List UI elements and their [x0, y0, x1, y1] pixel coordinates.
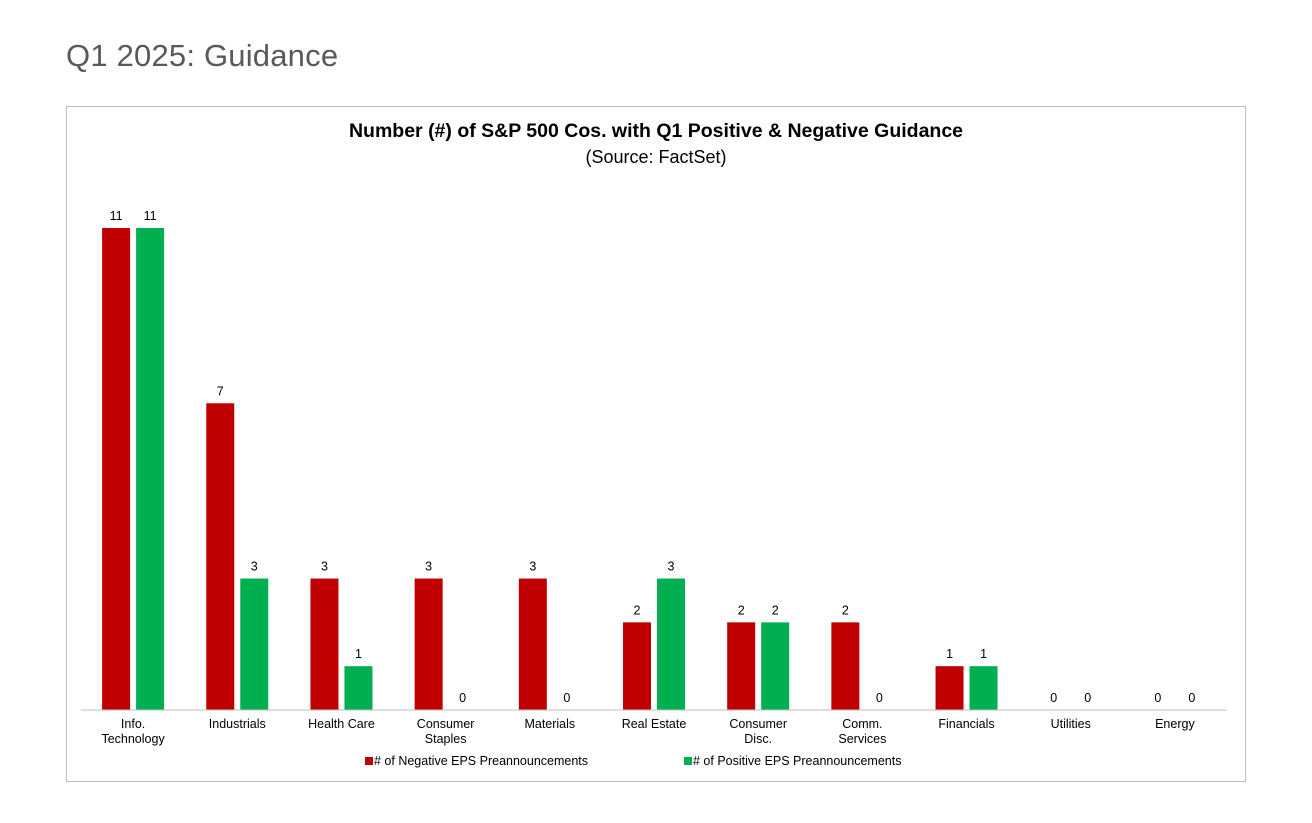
negative-value-label-10: 0: [1154, 691, 1161, 705]
negative-value-label-3: 3: [425, 560, 432, 574]
positive-value-label-8: 1: [980, 647, 987, 661]
positive-value-label-4: 0: [563, 691, 570, 705]
positive-bar-1: [240, 578, 269, 710]
negative-value-label-4: 3: [529, 560, 536, 574]
positive-value-label-2: 1: [355, 647, 362, 661]
negative-bar-2: [310, 578, 339, 710]
legend-swatch-positive: [684, 757, 692, 765]
negative-value-label-5: 2: [634, 603, 641, 617]
negative-bar-6: [727, 622, 756, 710]
positive-bar-0: [136, 228, 165, 710]
positive-value-label-9: 0: [1084, 691, 1091, 705]
negative-bar-5: [623, 622, 651, 710]
x-tick-labels: Info. Technology Industrials Health Care Con…: [101, 717, 1195, 746]
chart-frame: Number (#) of S&P 500 Cos. with Q1 Posit…: [66, 106, 1246, 782]
negative-bar-4: [518, 578, 547, 710]
x-tick-label-1: Industrials: [209, 717, 266, 731]
positive-value-label-3: 0: [459, 691, 466, 705]
positive-value-label-0: 11: [144, 209, 157, 223]
chart-title: Number (#) of S&P 500 Cos. with Q1 Posit…: [349, 120, 963, 142]
negative-bar-7: [831, 622, 860, 710]
x-tick-label-0: Info. Technology: [101, 717, 165, 746]
legend-swatch-negative: [365, 757, 373, 765]
positive-value-label-5: 3: [668, 560, 675, 574]
positive-value-label-1: 3: [251, 560, 258, 574]
x-tick-label-9: Utilities: [1051, 717, 1091, 731]
x-tick-label-5: Real Estate: [622, 717, 687, 731]
negative-bar-1: [206, 403, 235, 710]
positive-bar-8: [969, 666, 998, 710]
negative-value-label-6: 2: [738, 603, 745, 617]
page-title: Q1 2025: Guidance: [66, 38, 339, 73]
x-tick-label-7: Comm. Services: [838, 717, 886, 746]
positive-value-label-7: 0: [876, 691, 883, 705]
x-tick-label-8: Financials: [938, 717, 994, 731]
x-tick-label-4: Materials: [524, 717, 575, 731]
legend: # of Negative EPS Preannouncements # of P…: [365, 754, 901, 768]
negative-value-label-0: 11: [110, 209, 123, 223]
negative-bar-3: [414, 578, 443, 710]
x-tick-label-10: Energy: [1155, 717, 1195, 731]
negative-value-label-8: 1: [946, 647, 953, 661]
positive-value-label-6: 2: [772, 603, 779, 617]
negative-value-label-2: 3: [321, 560, 328, 574]
negative-value-label-7: 2: [842, 603, 849, 617]
legend-label-positive: # of Positive EPS Preannouncements: [693, 754, 901, 768]
positive-bar-6: [761, 622, 790, 710]
negative-value-label-1: 7: [217, 384, 224, 398]
chart-subtitle: (Source: FactSet): [585, 147, 726, 167]
x-tick-label-6: Consumer Disc.: [729, 717, 787, 746]
negative-value-label-9: 0: [1050, 691, 1057, 705]
positive-value-label-10: 0: [1188, 691, 1195, 705]
negative-bar-8: [935, 666, 964, 710]
positive-bar-5: [657, 578, 685, 710]
bars-layer: [102, 228, 998, 710]
bar-chart: Number (#) of S&P 500 Cos. with Q1 Posit…: [81, 120, 1227, 768]
positive-bar-2: [344, 666, 373, 710]
negative-bar-0: [102, 228, 131, 710]
legend-label-negative: # of Negative EPS Preannouncements: [374, 754, 588, 768]
x-tick-label-2: Health Care: [308, 717, 375, 731]
x-tick-label-3: Consumer Staples: [417, 717, 475, 746]
